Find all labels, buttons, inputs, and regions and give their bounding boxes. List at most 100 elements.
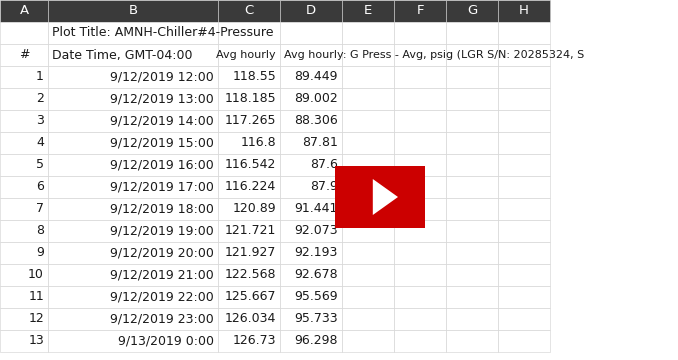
Bar bbox=[280, 198, 342, 220]
Bar bbox=[446, 242, 498, 264]
Text: 88.306: 88.306 bbox=[294, 114, 338, 127]
Text: C: C bbox=[244, 4, 254, 18]
Bar bbox=[48, 44, 218, 66]
Bar bbox=[446, 110, 498, 132]
Text: 126.034: 126.034 bbox=[224, 312, 276, 325]
Bar bbox=[446, 88, 498, 110]
Bar bbox=[48, 220, 218, 242]
Bar bbox=[498, 176, 550, 198]
Text: 9/12/2019 16:00: 9/12/2019 16:00 bbox=[111, 158, 214, 171]
Text: 4: 4 bbox=[36, 136, 44, 149]
Bar bbox=[498, 88, 550, 110]
Bar bbox=[446, 286, 498, 308]
Bar bbox=[218, 264, 280, 286]
Bar bbox=[280, 88, 342, 110]
Bar bbox=[218, 132, 280, 154]
Bar bbox=[446, 264, 498, 286]
Text: 9/13/2019 0:00: 9/13/2019 0:00 bbox=[118, 334, 214, 347]
Bar bbox=[280, 132, 342, 154]
Text: 9/12/2019 23:00: 9/12/2019 23:00 bbox=[111, 312, 214, 325]
Bar bbox=[48, 0, 218, 22]
Text: G: G bbox=[467, 4, 477, 18]
Bar bbox=[394, 330, 446, 352]
Bar bbox=[280, 0, 342, 22]
Bar bbox=[394, 88, 446, 110]
Bar bbox=[48, 154, 218, 176]
Text: 13: 13 bbox=[28, 334, 44, 347]
Bar bbox=[48, 88, 218, 110]
Bar bbox=[498, 132, 550, 154]
Bar bbox=[342, 176, 394, 198]
Text: 116.8: 116.8 bbox=[241, 136, 276, 149]
Text: E: E bbox=[364, 4, 372, 18]
Bar bbox=[0, 44, 48, 66]
Text: 8: 8 bbox=[36, 225, 44, 238]
Bar bbox=[342, 44, 394, 66]
Bar bbox=[280, 264, 342, 286]
Bar bbox=[280, 242, 342, 264]
Bar bbox=[394, 44, 446, 66]
Bar bbox=[48, 330, 218, 352]
Text: 87.6: 87.6 bbox=[310, 158, 338, 171]
Text: 9/12/2019 21:00: 9/12/2019 21:00 bbox=[111, 269, 214, 282]
Text: 118.55: 118.55 bbox=[233, 71, 276, 84]
Bar bbox=[446, 176, 498, 198]
Text: 125.667: 125.667 bbox=[224, 291, 276, 303]
Bar bbox=[342, 242, 394, 264]
Bar bbox=[280, 66, 342, 88]
Bar bbox=[218, 176, 280, 198]
Polygon shape bbox=[373, 179, 398, 215]
Bar bbox=[0, 330, 48, 352]
Text: Date Time, GMT-04:00: Date Time, GMT-04:00 bbox=[52, 49, 193, 62]
Text: Avg hourly: Avg hourly bbox=[216, 50, 276, 60]
Bar bbox=[280, 308, 342, 330]
Bar bbox=[342, 154, 394, 176]
Bar bbox=[342, 110, 394, 132]
Bar bbox=[498, 330, 550, 352]
Bar bbox=[48, 66, 218, 88]
Bar bbox=[446, 220, 498, 242]
Bar bbox=[48, 198, 218, 220]
Bar bbox=[218, 308, 280, 330]
Bar bbox=[498, 154, 550, 176]
Bar bbox=[498, 44, 550, 66]
Bar bbox=[48, 242, 218, 264]
Bar bbox=[218, 198, 280, 220]
Bar bbox=[0, 22, 48, 44]
Bar bbox=[498, 198, 550, 220]
Bar bbox=[446, 154, 498, 176]
Bar bbox=[394, 154, 446, 176]
Text: F: F bbox=[416, 4, 424, 18]
Bar bbox=[218, 66, 280, 88]
Text: 117.265: 117.265 bbox=[224, 114, 276, 127]
Bar bbox=[446, 22, 498, 44]
Text: 11: 11 bbox=[28, 291, 44, 303]
Bar bbox=[446, 198, 498, 220]
Bar bbox=[0, 198, 48, 220]
Text: 87.81: 87.81 bbox=[302, 136, 338, 149]
Text: 120.89: 120.89 bbox=[233, 202, 276, 216]
Bar bbox=[48, 132, 218, 154]
Text: 92.193: 92.193 bbox=[295, 247, 338, 260]
Bar bbox=[498, 66, 550, 88]
Bar bbox=[342, 330, 394, 352]
Bar bbox=[280, 110, 342, 132]
Bar bbox=[342, 66, 394, 88]
Bar bbox=[0, 132, 48, 154]
Bar bbox=[342, 22, 394, 44]
Bar bbox=[280, 176, 342, 198]
Bar bbox=[498, 242, 550, 264]
Text: Avg hourly: G Press - Avg, psig (LGR S/N: 20285324, S: Avg hourly: G Press - Avg, psig (LGR S/N… bbox=[284, 50, 584, 60]
Bar bbox=[48, 308, 218, 330]
Text: #: # bbox=[19, 49, 29, 62]
Text: 9/12/2019 12:00: 9/12/2019 12:00 bbox=[111, 71, 214, 84]
Bar bbox=[0, 286, 48, 308]
Text: 1: 1 bbox=[36, 71, 44, 84]
Bar bbox=[498, 22, 550, 44]
Bar bbox=[446, 132, 498, 154]
Bar bbox=[218, 220, 280, 242]
Bar bbox=[0, 88, 48, 110]
Text: H: H bbox=[519, 4, 529, 18]
Bar bbox=[342, 88, 394, 110]
Bar bbox=[0, 66, 48, 88]
